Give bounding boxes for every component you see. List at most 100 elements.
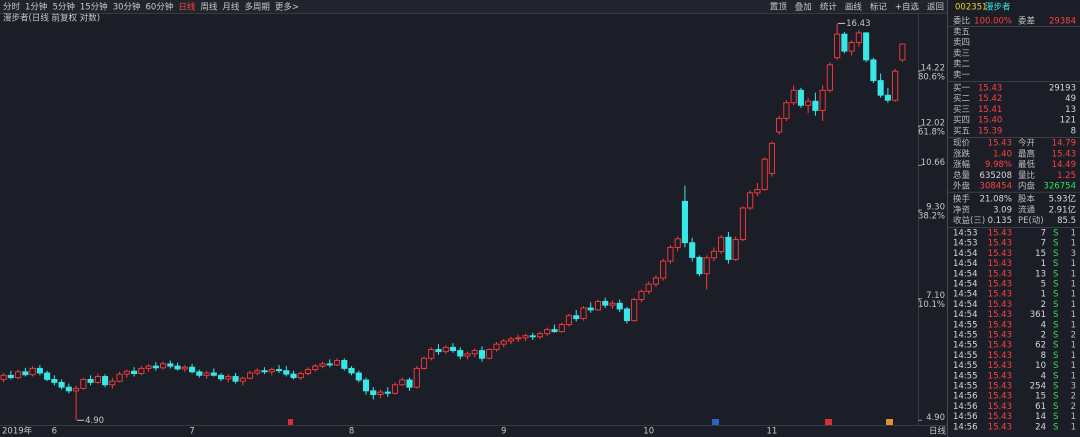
field-label: 涨幅 bbox=[953, 159, 971, 170]
candle-body bbox=[399, 379, 406, 386]
candle-body bbox=[297, 373, 304, 379]
tick-count: 1 bbox=[1071, 422, 1076, 432]
period-tab[interactable]: 1分钟 bbox=[25, 2, 47, 13]
candle-body bbox=[152, 365, 159, 369]
field-value: 1.25 bbox=[1057, 171, 1076, 181]
tick-time: 14:56 bbox=[953, 392, 978, 402]
candle-body bbox=[486, 349, 493, 359]
tick-side: S bbox=[1053, 280, 1058, 290]
candle-body bbox=[449, 346, 457, 352]
period-tab[interactable]: 5分钟 bbox=[52, 2, 74, 13]
tool-button[interactable]: 置顶 bbox=[770, 3, 788, 13]
candle-body bbox=[203, 372, 210, 376]
tick-volume: 7 bbox=[1041, 239, 1046, 249]
field-label: 流通 bbox=[1018, 204, 1036, 215]
candle-body bbox=[145, 365, 152, 369]
tool-button[interactable]: 画线 bbox=[845, 2, 863, 13]
tick-price: 15.43 bbox=[988, 310, 1012, 320]
candle-body bbox=[515, 337, 522, 340]
x-tick-label: 6 bbox=[52, 427, 57, 437]
candle-body bbox=[638, 290, 645, 300]
tool-button[interactable]: 叠加 bbox=[795, 2, 812, 13]
candle-body bbox=[109, 380, 116, 386]
period-tab[interactable]: 15分钟 bbox=[80, 2, 108, 13]
event-icon[interactable] bbox=[886, 419, 893, 425]
tool-button[interactable]: 统计 bbox=[820, 2, 838, 13]
field-value: 15.43 bbox=[1052, 149, 1076, 159]
candle-body bbox=[442, 346, 449, 353]
tool-button[interactable]: 标记 bbox=[870, 2, 888, 13]
tick-price: 15.43 bbox=[988, 412, 1012, 422]
bid-volume: 121 bbox=[1060, 116, 1076, 126]
bid-price: 15.39 bbox=[978, 126, 1002, 136]
candle-body bbox=[573, 315, 580, 320]
tick-price: 15.43 bbox=[988, 361, 1012, 371]
candle-body bbox=[290, 373, 297, 379]
field-label: 委比 bbox=[953, 16, 970, 27]
tick-side: S bbox=[1053, 269, 1058, 279]
tick-side: S bbox=[1053, 412, 1058, 422]
bid-price: 15.43 bbox=[978, 84, 1002, 94]
tick-volume: 10 bbox=[1035, 361, 1046, 371]
candle-body bbox=[225, 376, 232, 380]
period-tab[interactable]: 更多> bbox=[275, 2, 299, 13]
tick-volume: 62 bbox=[1035, 341, 1046, 351]
candle-body bbox=[94, 376, 101, 383]
period-tab[interactable]: 周线 bbox=[200, 2, 218, 13]
period-tab[interactable]: 30分钟 bbox=[113, 2, 141, 13]
candle-body bbox=[406, 379, 413, 388]
period-tab[interactable]: 月线 bbox=[222, 2, 240, 13]
fib-label: 61.8% bbox=[918, 127, 945, 137]
tick-time: 14:55 bbox=[953, 371, 978, 381]
tick-count: 1 bbox=[1071, 229, 1076, 239]
bid-price: 15.42 bbox=[978, 94, 1002, 104]
period-tab[interactable]: 多周期 bbox=[244, 2, 270, 13]
y-tick-label: 4.90 bbox=[926, 413, 945, 423]
candle-body bbox=[73, 387, 80, 392]
fib-label: 80.6% bbox=[918, 72, 945, 82]
candle-body bbox=[102, 376, 109, 386]
tool-button[interactable]: 返回 bbox=[927, 2, 944, 13]
tick-side: S bbox=[1053, 229, 1058, 239]
tick-count: 1 bbox=[1071, 351, 1076, 361]
tick-price: 15.43 bbox=[988, 422, 1012, 432]
event-icon[interactable] bbox=[825, 419, 832, 425]
field-label: 最高 bbox=[1018, 148, 1035, 159]
period-tab[interactable]: 日线 bbox=[178, 2, 196, 13]
candle-body bbox=[268, 369, 275, 373]
event-icon[interactable] bbox=[712, 419, 719, 425]
event-icon[interactable] bbox=[288, 419, 293, 425]
tick-time: 14:54 bbox=[953, 269, 978, 279]
bid-label: 买一 bbox=[953, 84, 971, 94]
period-tab[interactable]: 分时 bbox=[3, 2, 21, 13]
candle-body bbox=[493, 343, 500, 350]
candle-body bbox=[718, 236, 725, 252]
tick-time: 14:55 bbox=[953, 320, 978, 330]
tick-price: 15.43 bbox=[988, 239, 1012, 249]
field-label: 现价 bbox=[953, 139, 971, 149]
tick-side: S bbox=[1053, 290, 1058, 300]
tool-button[interactable]: +自选 bbox=[895, 2, 920, 13]
tick-side: S bbox=[1053, 361, 1058, 371]
ask-label: 卖三 bbox=[953, 49, 970, 59]
x-tick-label: 8 bbox=[349, 427, 354, 437]
tick-volume: 254 bbox=[1030, 382, 1046, 392]
stock-code: 002351 bbox=[955, 3, 987, 13]
field-label: 换手 bbox=[953, 194, 971, 205]
tick-count: 3 bbox=[1071, 382, 1076, 392]
candle-body bbox=[674, 238, 681, 248]
fib-label: 38.2% bbox=[918, 212, 945, 222]
tick-price: 15.43 bbox=[988, 280, 1012, 290]
candle-body bbox=[805, 100, 812, 106]
period-tab[interactable]: 60分钟 bbox=[146, 2, 174, 13]
candle-body bbox=[377, 391, 384, 395]
tick-time: 14:53 bbox=[953, 239, 978, 249]
tick-time: 14:54 bbox=[953, 310, 978, 320]
tick-count: 1 bbox=[1071, 361, 1076, 371]
candle-body bbox=[776, 117, 783, 133]
field-label: 量比 bbox=[1018, 170, 1035, 181]
candle-body bbox=[58, 381, 65, 388]
candle-body bbox=[645, 283, 652, 292]
quote-panel bbox=[947, 0, 1080, 437]
